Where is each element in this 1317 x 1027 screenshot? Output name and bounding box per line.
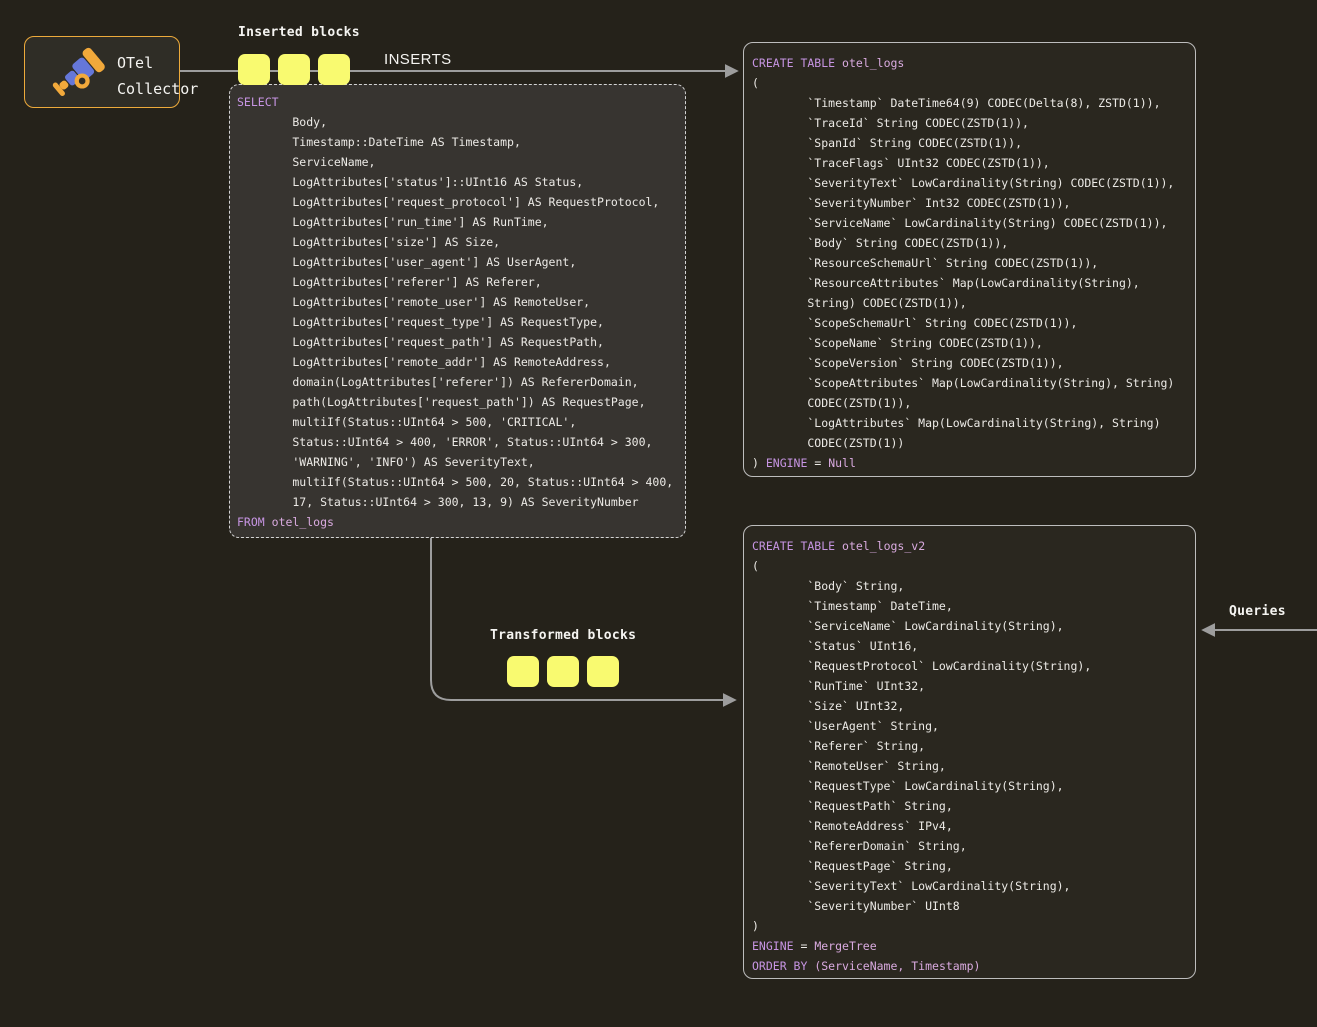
data-block [547,656,579,687]
data-block [587,656,619,687]
create-table-otel-logs-box: CREATE TABLE otel_logs( `Timestamp` Date… [743,42,1196,477]
telescope-icon [52,47,105,97]
transformed-blocks-group [507,656,619,687]
otel-collector-node: OTel Collector [24,36,198,108]
data-block [278,54,310,85]
transformed-blocks-label: Transformed blocks [490,628,637,643]
otel-title-line2: Collector [117,80,199,98]
data-block [507,656,539,687]
otel-title-line1: OTel [117,54,154,72]
data-block [318,54,350,85]
inserted-blocks-group [238,54,350,85]
select-query-code: SELECT Body, Timestamp::DateTime AS Time… [237,95,674,529]
create-table-otel-logs-v2-code: CREATE TABLE otel_logs_v2( `Body` String… [752,539,1092,973]
create-table-otel-logs-v2-box: CREATE TABLE otel_logs_v2( `Body` String… [743,525,1196,979]
inserted-blocks-label: Inserted blocks [238,25,360,40]
inserts-label: INSERTS [384,51,452,68]
data-block [238,54,270,85]
queries-label: Queries [1229,604,1286,619]
select-query-box: SELECT Body, Timestamp::DateTime AS Time… [229,84,686,538]
create-table-otel-logs-code: CREATE TABLE otel_logs( `Timestamp` Date… [752,56,1175,470]
